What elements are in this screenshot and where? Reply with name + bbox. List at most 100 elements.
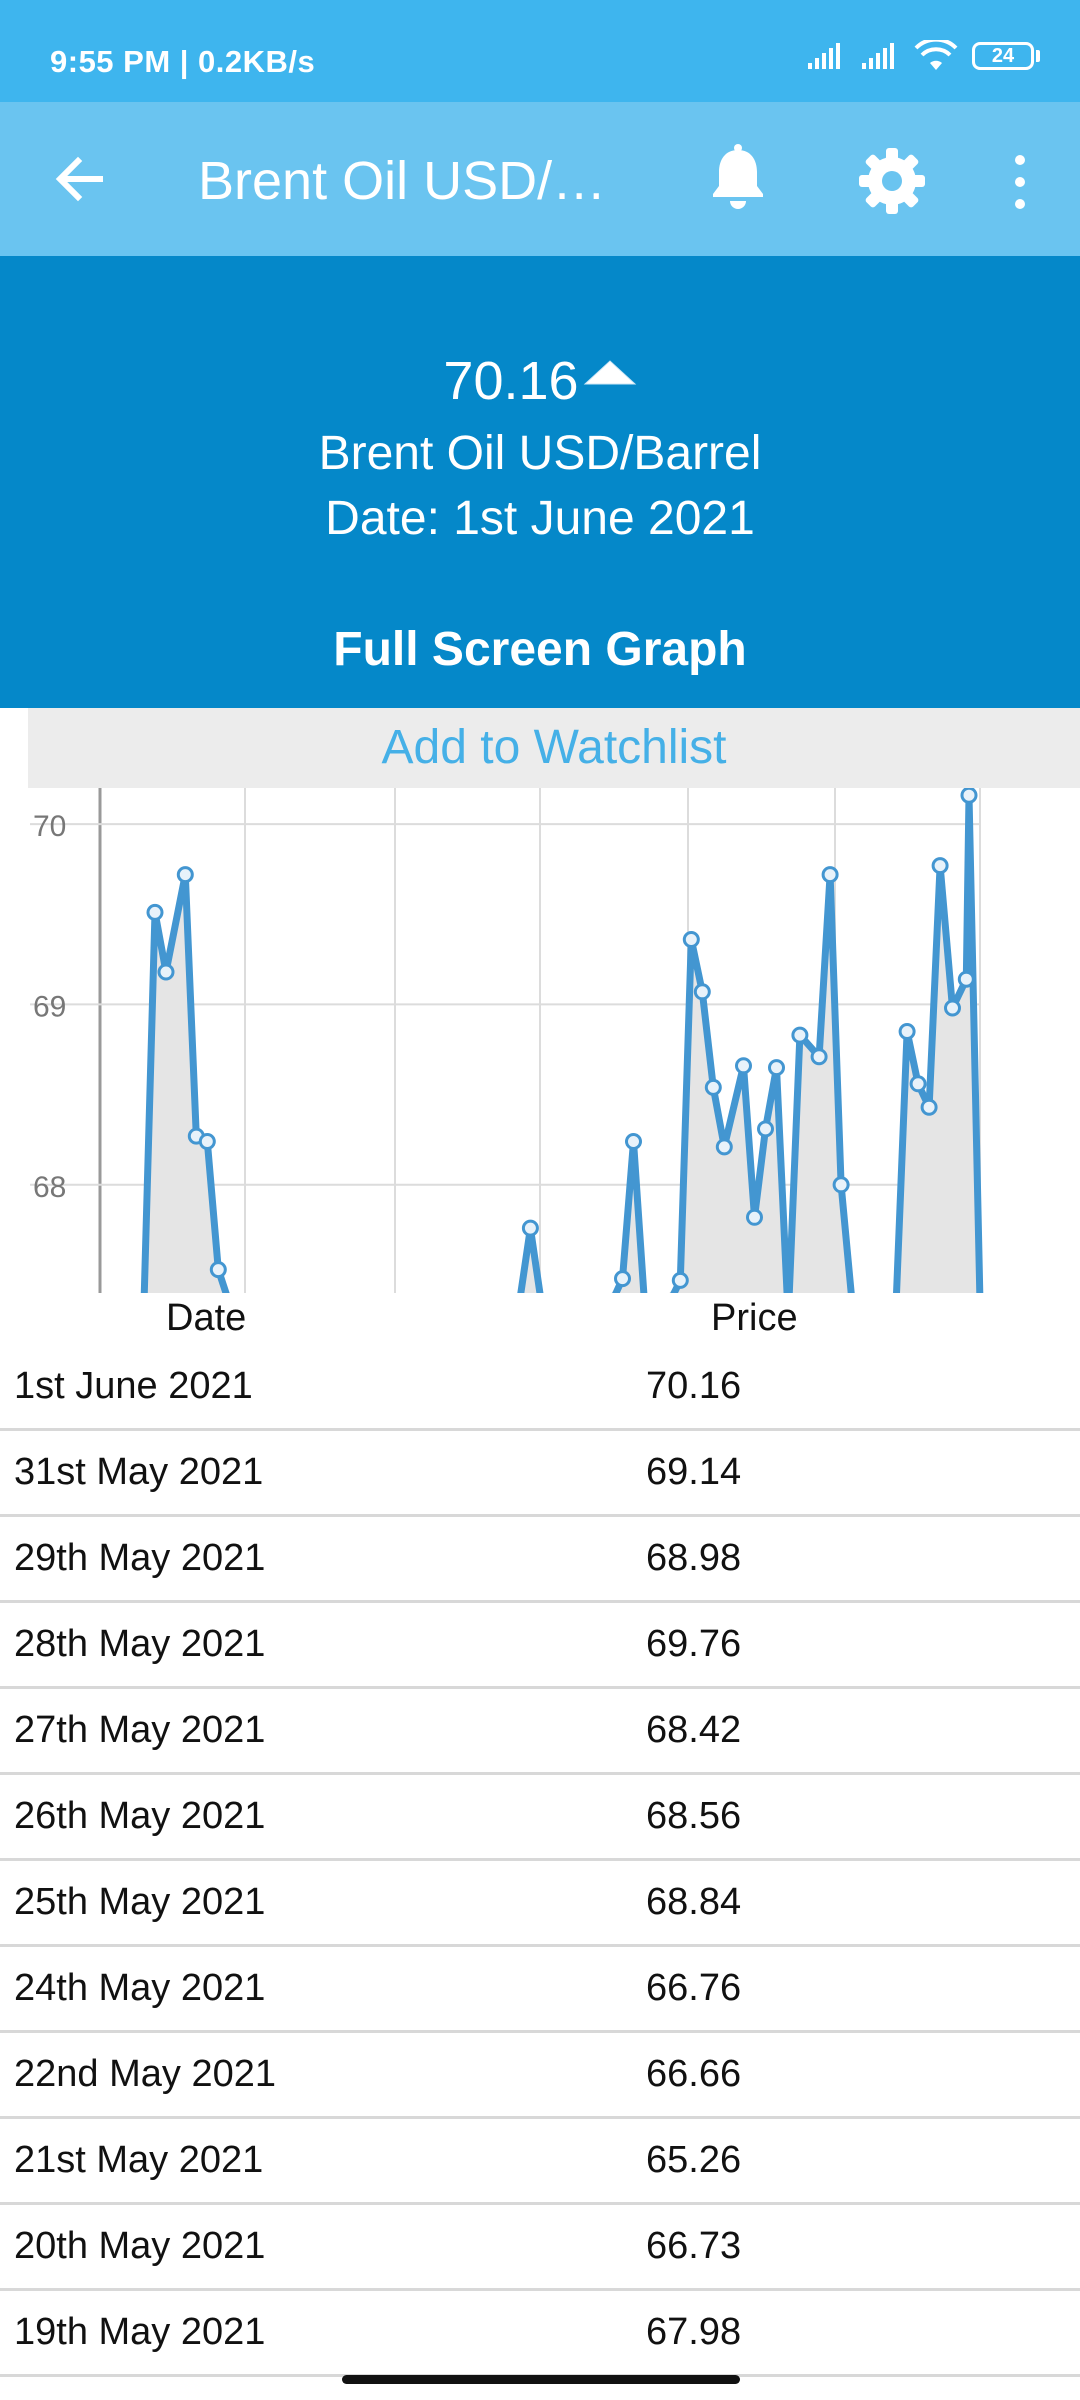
instrument-name: Brent Oil USD/Barrel bbox=[318, 427, 762, 480]
chart-data-point[interactable] bbox=[960, 786, 978, 804]
chart-data-point[interactable] bbox=[821, 866, 839, 884]
row-price: 68.84 bbox=[646, 1881, 742, 1923]
row-date: 22nd May 2021 bbox=[14, 2053, 276, 2095]
current-price: 70.16 bbox=[443, 351, 579, 411]
row-date: 31st May 2021 bbox=[14, 1451, 264, 1493]
row-date: 19th May 2021 bbox=[14, 2311, 266, 2353]
signal-icon bbox=[808, 43, 840, 69]
table-row[interactable]: 26th May 2021 68.56 bbox=[0, 1775, 1080, 1861]
row-date: 20th May 2021 bbox=[14, 2225, 266, 2267]
page-title: Brent Oil USD/B... bbox=[198, 151, 628, 211]
back-button[interactable] bbox=[48, 147, 112, 211]
alerts-button[interactable] bbox=[705, 144, 771, 214]
price-chart-svg: 68 69 70 bbox=[30, 786, 984, 1307]
battery-icon: 24 bbox=[972, 42, 1040, 70]
table-row[interactable]: 1st June 2021 70.16 bbox=[0, 1345, 1080, 1431]
chart-data-point[interactable] bbox=[735, 1057, 752, 1075]
chart-data-point[interactable] bbox=[768, 1059, 785, 1077]
add-to-watchlist-button[interactable]: Add to Watchlist bbox=[28, 708, 1080, 788]
table-row[interactable]: 24th May 2021 66.76 bbox=[0, 1947, 1080, 2033]
chart-data-point[interactable] bbox=[157, 963, 175, 981]
chart-data-point[interactable] bbox=[209, 1261, 227, 1279]
chart-data-point[interactable] bbox=[146, 903, 164, 921]
price-summary: 70.16 Brent Oil USD/Barrel Date: 1st Jun… bbox=[0, 256, 1080, 708]
price-row: 70.16 bbox=[0, 350, 1080, 412]
y-tick-label: 68 bbox=[33, 1171, 66, 1204]
table-header: Date Price bbox=[0, 1293, 1080, 1345]
table-row[interactable]: 29th May 2021 68.98 bbox=[0, 1517, 1080, 1603]
chart-data-point[interactable] bbox=[957, 970, 975, 988]
status-time-speed: 9:55 PM | 0.2KB/s bbox=[50, 44, 316, 79]
row-price: 65.26 bbox=[646, 2139, 742, 2181]
chart-data-point[interactable] bbox=[909, 1075, 927, 1093]
row-date: 29th May 2021 bbox=[14, 1537, 266, 1579]
row-price: 66.66 bbox=[646, 2053, 742, 2095]
table-row[interactable]: 25th May 2021 68.84 bbox=[0, 1861, 1080, 1947]
row-price: 68.42 bbox=[646, 1709, 742, 1751]
row-price: 67.98 bbox=[646, 2311, 742, 2353]
chart-data-point[interactable] bbox=[176, 866, 194, 884]
gear-icon bbox=[859, 148, 925, 214]
signal-icon bbox=[862, 43, 894, 69]
chart-data-point[interactable] bbox=[521, 1219, 539, 1237]
trend-up-icon bbox=[583, 360, 636, 385]
chart-data-point[interactable] bbox=[931, 857, 949, 875]
price-chart[interactable]: 68 69 70 bbox=[0, 786, 1080, 1307]
chart-data-point[interactable] bbox=[920, 1098, 938, 1116]
chart-data-point[interactable] bbox=[693, 983, 711, 1001]
chart-data-point[interactable] bbox=[614, 1270, 631, 1288]
row-price: 66.76 bbox=[646, 1967, 742, 2009]
wifi-icon bbox=[914, 40, 958, 70]
status-bar: 9:55 PM | 0.2KB/s 24 bbox=[0, 0, 1080, 102]
chart-data-point[interactable] bbox=[704, 1078, 722, 1096]
table-row[interactable]: 28th May 2021 69.76 bbox=[0, 1603, 1080, 1689]
bell-icon bbox=[713, 144, 763, 209]
table-row[interactable]: 27th May 2021 68.42 bbox=[0, 1689, 1080, 1775]
row-price: 69.76 bbox=[646, 1623, 742, 1665]
chart-data-point[interactable] bbox=[832, 1176, 850, 1194]
chart-area-fill bbox=[144, 795, 980, 1293]
row-price: 70.16 bbox=[646, 1365, 742, 1407]
chart-series-line bbox=[140, 791, 984, 1307]
row-price: 68.56 bbox=[646, 1795, 742, 1837]
table-row[interactable]: 20th May 2021 66.73 bbox=[0, 2205, 1080, 2291]
chart-data-point[interactable] bbox=[898, 1023, 916, 1040]
more-options-button[interactable] bbox=[1000, 150, 1040, 214]
table-row[interactable]: 31st May 2021 69.14 bbox=[0, 1431, 1080, 1517]
chart-data-point[interactable] bbox=[671, 1271, 689, 1289]
battery-level: 24 bbox=[972, 42, 1034, 70]
row-date: 27th May 2021 bbox=[14, 1709, 266, 1751]
row-date: 28th May 2021 bbox=[14, 1623, 266, 1665]
chart-data-point[interactable] bbox=[810, 1048, 828, 1066]
status-icons: 24 bbox=[806, 40, 1040, 72]
row-date: 1st June 2021 bbox=[14, 1365, 253, 1407]
more-vert-icon bbox=[1015, 155, 1025, 209]
app-bar: Brent Oil USD/B... bbox=[0, 102, 1080, 256]
row-price: 68.98 bbox=[646, 1537, 742, 1579]
y-tick-label: 69 bbox=[33, 990, 66, 1023]
price-history-table: 1st June 2021 70.16 31st May 2021 69.14 29… bbox=[0, 1345, 1080, 2377]
chart-data-point[interactable] bbox=[746, 1208, 763, 1226]
chart-data-point[interactable] bbox=[198, 1133, 216, 1150]
full-screen-graph-button[interactable]: Full Screen Graph bbox=[333, 623, 747, 676]
row-price: 66.73 bbox=[646, 2225, 742, 2267]
date-column-header: Date bbox=[166, 1297, 247, 1339]
chart-data-point[interactable] bbox=[682, 931, 700, 948]
row-price: 69.14 bbox=[646, 1451, 742, 1493]
row-date: 24th May 2021 bbox=[14, 1967, 266, 2009]
table-row[interactable]: 22nd May 2021 66.66 bbox=[0, 2033, 1080, 2119]
settings-button[interactable] bbox=[855, 144, 929, 218]
price-column-header: Price bbox=[711, 1297, 798, 1339]
home-indicator[interactable] bbox=[342, 2375, 740, 2384]
table-row[interactable]: 21st May 2021 65.26 bbox=[0, 2119, 1080, 2205]
table-row[interactable]: 19th May 2021 67.98 bbox=[0, 2291, 1080, 2377]
chart-data-point[interactable] bbox=[625, 1133, 642, 1150]
chart-data-point[interactable] bbox=[715, 1138, 733, 1156]
chart-data-point[interactable] bbox=[757, 1120, 774, 1138]
chart-data-point[interactable] bbox=[791, 1026, 809, 1044]
row-date: 26th May 2021 bbox=[14, 1795, 266, 1837]
row-date: 25th May 2021 bbox=[14, 1881, 266, 1923]
chart-data-point[interactable] bbox=[944, 999, 961, 1017]
row-date: 21st May 2021 bbox=[14, 2139, 264, 2181]
back-arrow-icon bbox=[55, 156, 103, 202]
